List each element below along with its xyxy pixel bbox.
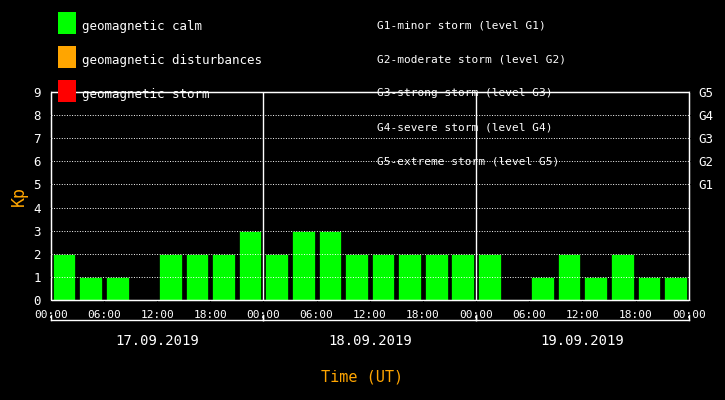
Bar [425,254,447,300]
Text: G1-minor storm (level G1): G1-minor storm (level G1) [377,20,546,30]
Bar [531,277,554,300]
Bar [318,231,341,300]
Text: G2-moderate storm (level G2): G2-moderate storm (level G2) [377,54,566,64]
Bar [372,254,394,300]
Bar [159,254,182,300]
Bar [611,254,634,300]
Bar [53,254,75,300]
Bar [345,254,368,300]
Text: 18.09.2019: 18.09.2019 [328,334,412,348]
Bar [637,277,660,300]
Text: 17.09.2019: 17.09.2019 [115,334,199,348]
Bar [584,277,607,300]
Text: geomagnetic calm: geomagnetic calm [82,20,202,33]
Text: G5-extreme storm (level G5): G5-extreme storm (level G5) [377,156,559,166]
Text: Time (UT): Time (UT) [321,369,404,384]
Bar [265,254,288,300]
Bar [79,277,102,300]
Text: 19.09.2019: 19.09.2019 [541,334,624,348]
Text: G4-severe storm (level G4): G4-severe storm (level G4) [377,122,552,132]
Bar [212,254,235,300]
Bar [106,277,128,300]
Text: G3-strong storm (level G3): G3-strong storm (level G3) [377,88,552,98]
Bar [452,254,474,300]
Y-axis label: Kp: Kp [10,186,28,206]
Bar [478,254,501,300]
Text: geomagnetic disturbances: geomagnetic disturbances [82,54,262,67]
Text: geomagnetic storm: geomagnetic storm [82,88,210,101]
Bar [664,277,687,300]
Bar [292,231,315,300]
Bar [398,254,421,300]
Bar [186,254,208,300]
Bar [239,231,262,300]
Bar [558,254,581,300]
